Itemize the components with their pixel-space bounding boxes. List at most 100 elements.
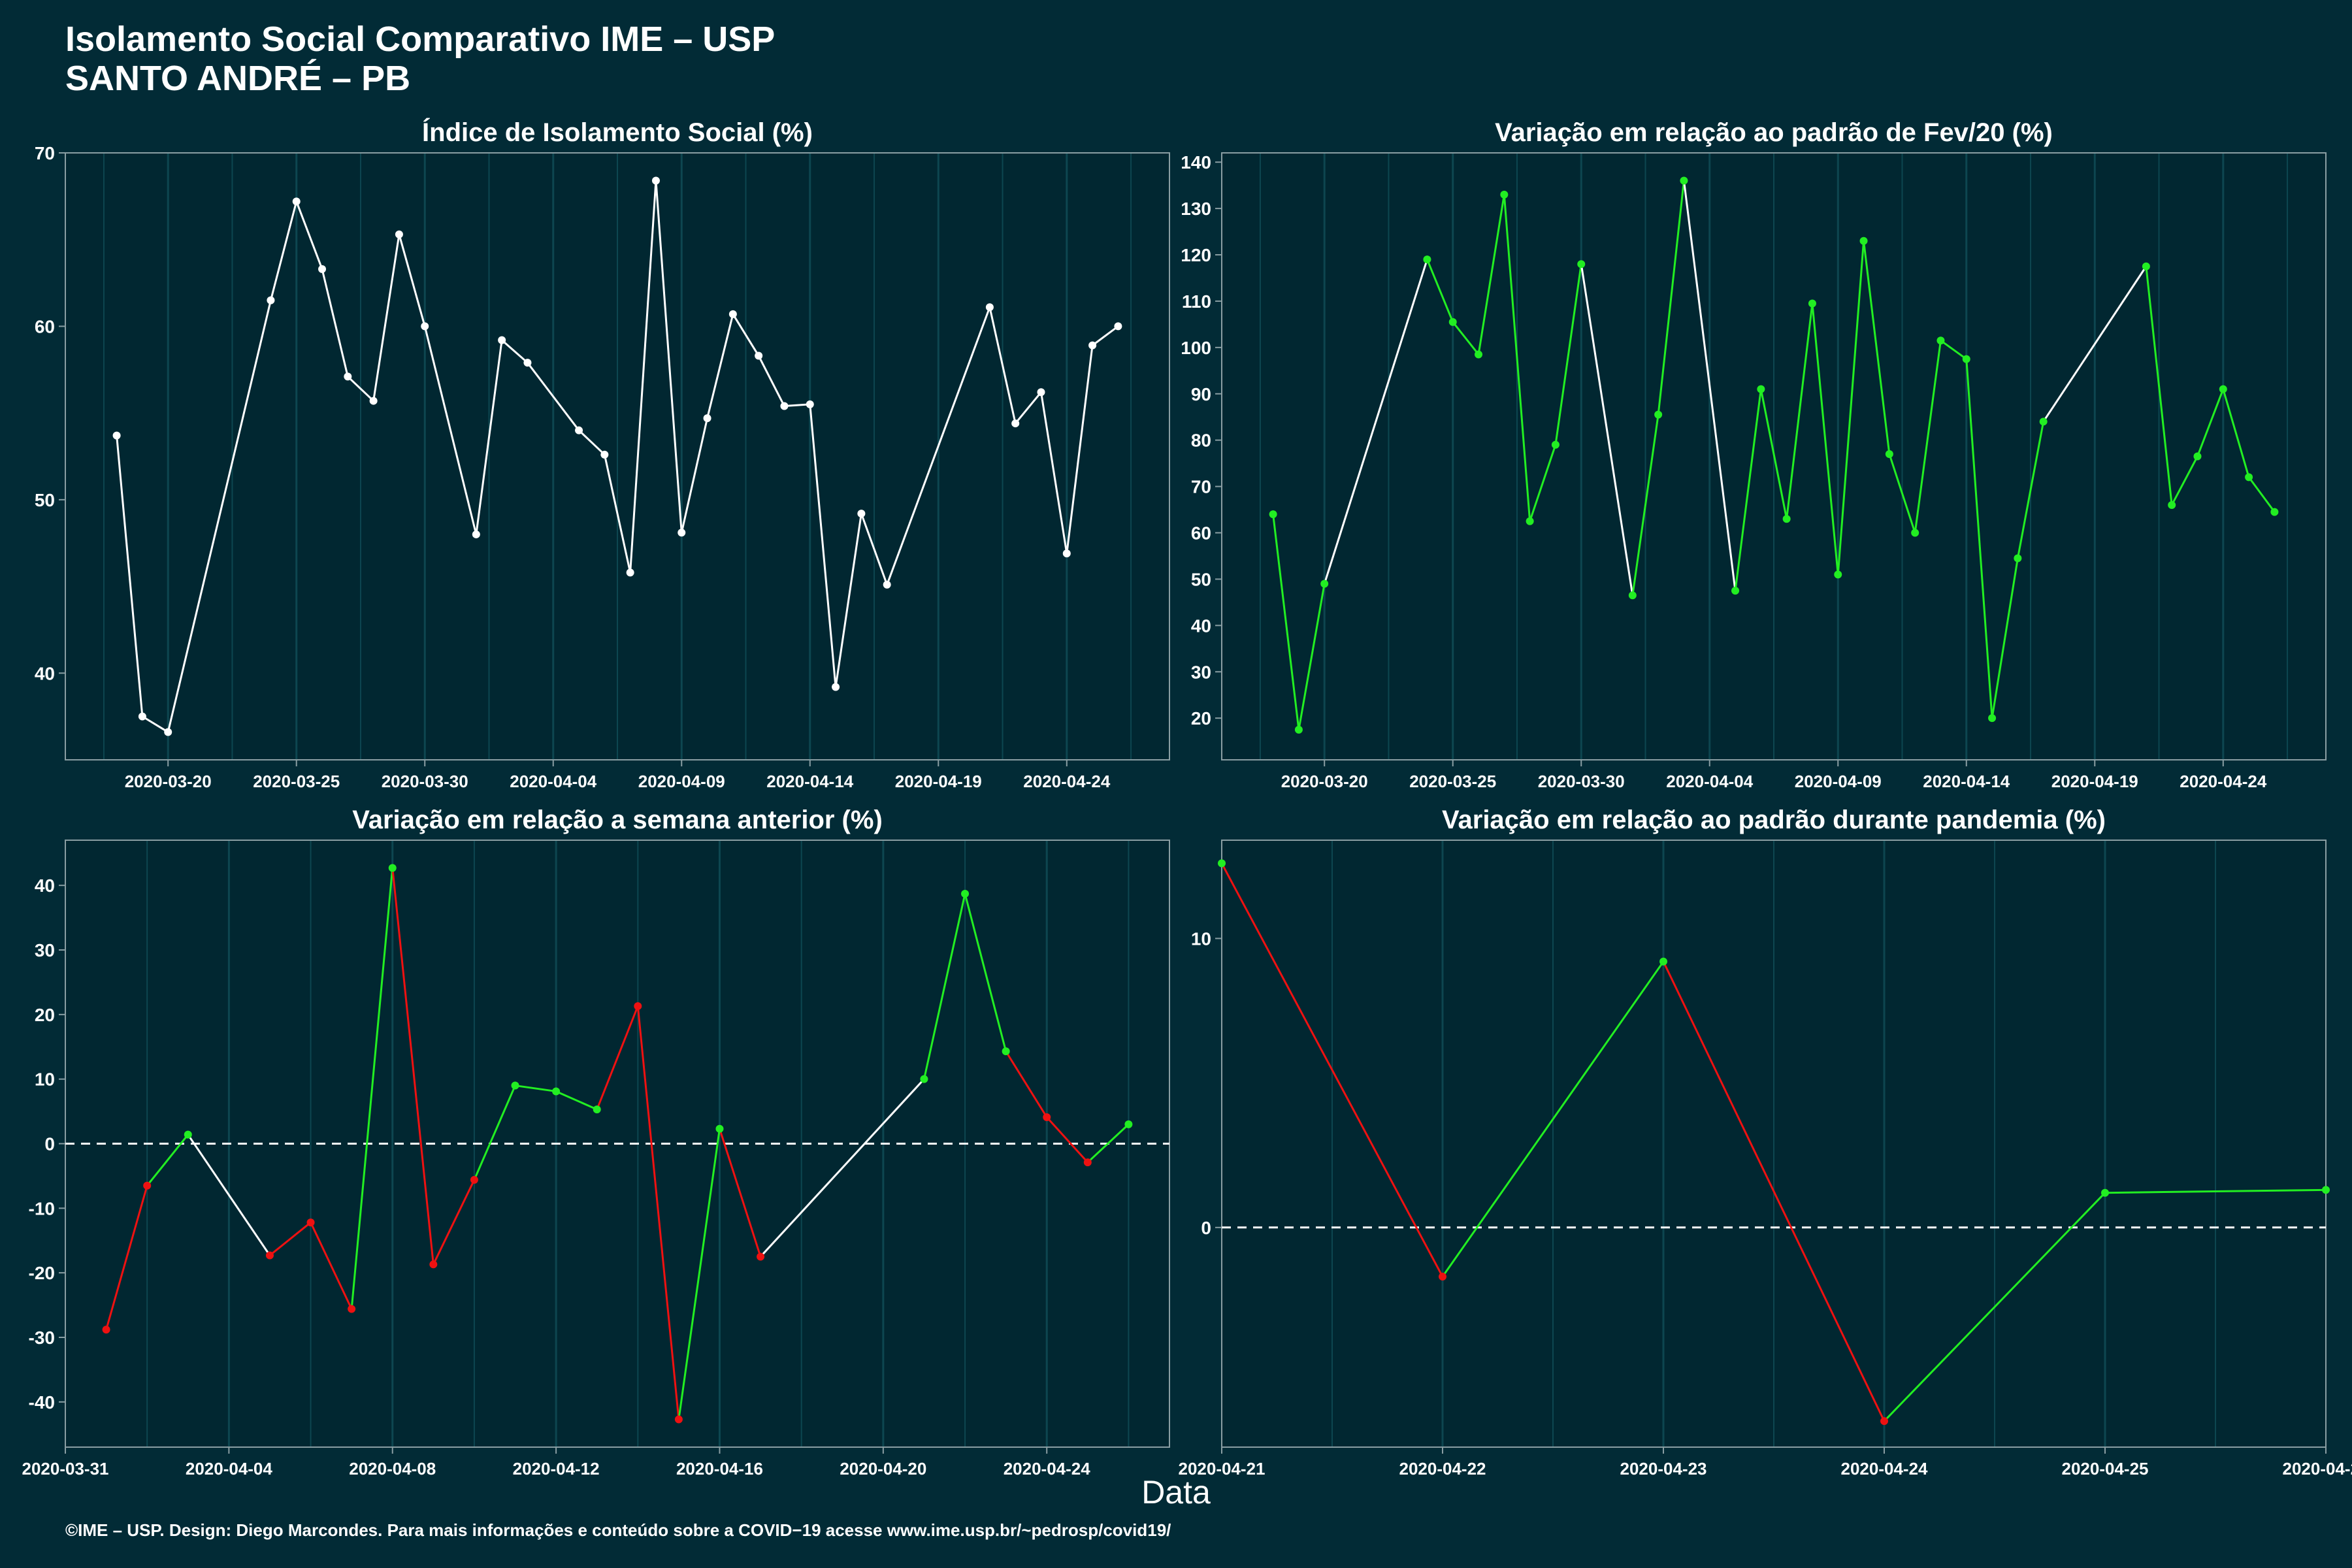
series-segment [1631,414,1659,596]
series-segment [1323,259,1428,584]
x-tick-label: 2020-04-19 [2051,772,2138,791]
y-tick-label: 110 [1182,291,1211,312]
data-point [755,351,763,360]
y-tick-label: 10 [1191,928,1211,949]
series-segment [1682,180,1737,591]
data-point [470,1175,478,1184]
data-point [1500,190,1509,199]
data-point [1757,385,1765,393]
x-tick-label: 2020-04-04 [510,772,597,791]
y-tick-label: -40 [29,1392,55,1413]
series-segment [1914,340,1942,533]
series-segment [2145,266,2173,506]
chart-title: Variação em relação ao padrão de Fev/20 … [1495,118,2053,147]
series-segment [809,404,837,687]
series-segment [1734,389,1762,591]
data-point [857,510,866,518]
series-segment [784,403,810,408]
series-segment [347,376,374,402]
y-tick-label: -20 [29,1263,55,1283]
x-tick-label: 2020-04-24 [1841,1459,1929,1478]
chart-panel-3: Variação em relação a semana anterior (%… [22,806,1170,1478]
x-tick-label: 2020-04-12 [513,1459,600,1478]
y-tick-label: 120 [1181,245,1211,265]
plot-frame [1221,840,2327,1448]
series-segment [1220,862,1444,1277]
data-point [1526,517,1534,525]
series-segment [1662,961,1886,1422]
series-segment [555,1090,598,1111]
data-point [552,1087,561,1096]
data-point [832,683,840,691]
y-tick-label: -30 [29,1328,55,1348]
data-point [2193,452,2202,461]
series-segment [603,454,632,573]
x-tick-label: 2020-03-20 [125,772,212,791]
series-segment [1863,240,1891,455]
data-point [292,197,301,206]
series-segment [1092,325,1119,346]
y-tick-label: 20 [1191,708,1211,728]
y-tick-label: 30 [1191,662,1211,682]
chart-title: Variação em relação ao padrão durante pa… [1442,806,2106,834]
data-point [593,1105,601,1114]
data-point [1551,440,1560,449]
data-point [728,310,737,318]
data-point [1859,237,1868,245]
data-point [164,728,172,736]
series-segment [1441,960,1665,1277]
series-segment [1015,391,1042,425]
data-point [395,230,403,238]
series-segment [2197,389,2225,457]
data-point [388,864,397,872]
data-point [1043,1113,1051,1121]
data-point [1808,299,1816,308]
data-point [1731,587,1740,595]
y-tick-label: 70 [1191,477,1211,497]
data-point [1962,355,1970,363]
plot-frame [1221,152,2327,760]
data-point [306,1218,315,1227]
series-segment [432,1179,476,1265]
data-point [1628,591,1637,600]
y-tick-label: -10 [29,1198,55,1218]
data-point [1834,570,1842,579]
series-segment [350,868,394,1309]
y-tick-label: 40 [1191,615,1211,636]
data-point [961,890,970,898]
data-point [1114,322,1122,331]
series-segment [142,715,169,733]
y-tick-label: 90 [1191,384,1211,404]
series-segment [988,306,1017,424]
data-point [1088,341,1097,350]
y-tick-label: 70 [35,143,55,163]
series-segment [501,339,529,364]
series-segment [1580,263,1634,596]
series-segment [1477,194,1505,355]
page-subtitle: SANTO ANDRÉ – PB [65,59,411,98]
data-point [348,1305,356,1313]
data-point [369,397,378,405]
y-tick-label: 30 [35,940,55,960]
x-tick-label: 2020-04-24 [1004,1459,1091,1478]
series-segment [269,201,298,301]
data-point [626,568,634,577]
data-point [1083,1158,1092,1167]
data-point [2039,417,2048,426]
series-segment [1554,263,1582,445]
series-segment [1991,558,2019,719]
series-segment [475,340,503,535]
x-tick-label: 2020-04-14 [1923,772,2010,791]
data-point [651,176,660,185]
series-segment [1298,583,1326,730]
series-segment [1272,514,1300,730]
data-point [1218,859,1226,868]
x-tick-label: 2020-04-23 [1620,1459,1707,1478]
series-segment [834,513,862,687]
y-tick-label: 100 [1181,338,1211,358]
series-segment [2016,421,2045,559]
series-segment [1657,180,1685,415]
series-segment [1005,1051,1048,1118]
series-segment [1452,321,1480,355]
